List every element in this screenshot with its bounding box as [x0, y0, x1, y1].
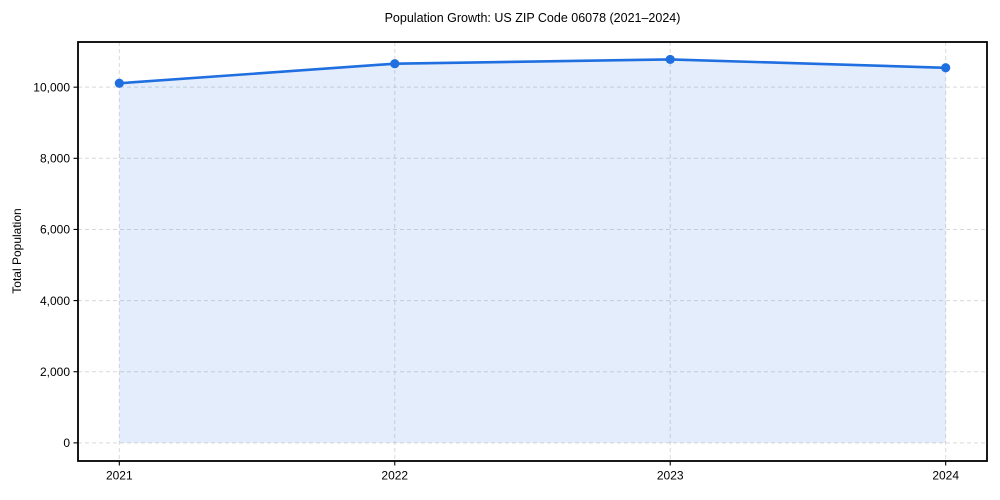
y-tick-label: 10,000 [33, 80, 70, 94]
data-point-2022 [390, 59, 400, 69]
x-tick-label: 2024 [932, 469, 959, 483]
data-point-2024 [941, 63, 951, 73]
y-tick-label: 6,000 [40, 223, 70, 237]
chart-title: Population Growth: US ZIP Code 06078 (20… [384, 11, 681, 25]
data-line [118, 58, 947, 85]
y-tick-label: 0 [63, 436, 70, 450]
plot-border [77, 41, 988, 462]
x-tick-label: 2021 [106, 469, 133, 483]
y-tick-label: 2,000 [40, 365, 70, 379]
y-tick-label: 8,000 [40, 152, 70, 166]
area-fill [119, 59, 946, 443]
y-tick-label: 4,000 [40, 294, 70, 308]
x-tick-label: 2023 [657, 469, 684, 483]
data-point-2023 [665, 54, 675, 65]
data-point-2021 [114, 78, 124, 88]
x-tick-label: 2022 [381, 469, 408, 483]
